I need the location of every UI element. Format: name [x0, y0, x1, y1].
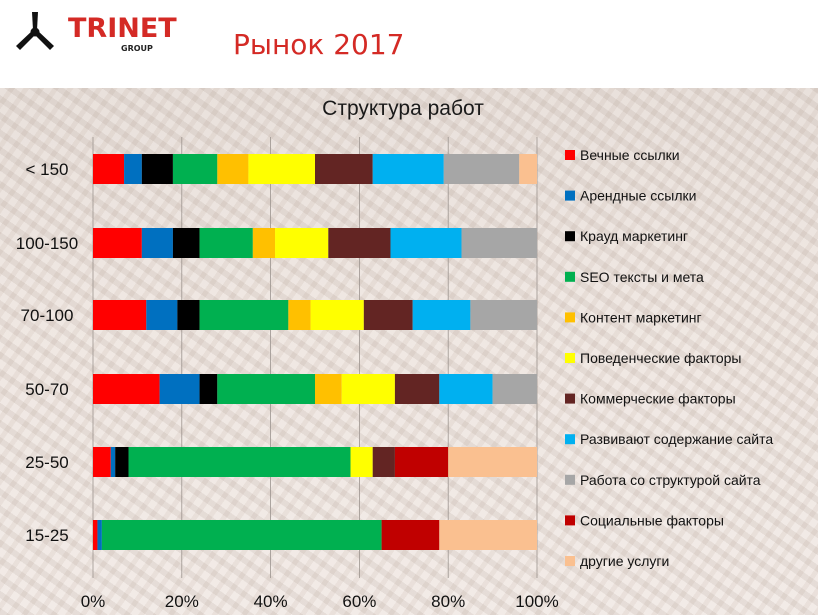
bar-segment-0-8: [443, 154, 520, 184]
legend-swatch-0: [565, 150, 575, 160]
bar-segment-3-3: [217, 374, 315, 404]
bar-segment-4-9: [394, 447, 449, 477]
bar-segment-3-8: [492, 374, 537, 404]
bar-segment-2-3: [199, 300, 289, 330]
bar-segment-1-5: [275, 228, 329, 258]
chart-bars: [93, 154, 537, 550]
legend-swatch-10: [565, 556, 575, 566]
bar-segment-4-0: [93, 447, 111, 477]
bar-segment-2-0: [93, 300, 147, 330]
bar-segment-0-1: [124, 154, 142, 184]
category-label-1: 100-150: [16, 234, 78, 253]
trinet-logo: TRINET GROUP: [12, 8, 177, 58]
slide-header: TRINET GROUP Рынок 2017: [0, 0, 818, 88]
x-tick-label-4: 80%: [431, 592, 465, 611]
x-tick-label-3: 60%: [342, 592, 376, 611]
bar-segment-5-9: [381, 520, 440, 550]
legend-label-0: Вечные ссылки: [580, 147, 680, 163]
logo-subtext: GROUP: [121, 44, 153, 53]
bar-segment-0-7: [372, 154, 444, 184]
x-tick-label-5: 100%: [515, 592, 558, 611]
legend-label-2: Крауд маркетинг: [580, 228, 688, 244]
bar-segment-1-6: [328, 228, 391, 258]
bar-segment-4-6: [372, 447, 395, 477]
bar-segment-1-0: [93, 228, 142, 258]
bar-segment-5-10: [439, 520, 537, 550]
bar-segment-3-5: [341, 374, 395, 404]
bar-segment-5-3: [101, 520, 382, 550]
bar-segment-2-4: [288, 300, 311, 330]
slide-title: Рынок 2017: [233, 28, 405, 61]
bar-segment-0-2: [141, 154, 173, 184]
category-label-4: 25-50: [25, 453, 68, 472]
bar-segment-3-4: [315, 374, 342, 404]
bar-segment-1-8: [461, 228, 537, 258]
logo-text: TRINET: [68, 13, 177, 44]
bar-segment-1-2: [172, 228, 200, 258]
category-label-0: < 150: [25, 160, 68, 179]
legend-label-6: Коммерческие факторы: [580, 391, 736, 407]
bar-segment-1-1: [141, 228, 173, 258]
bar-segment-2-5: [310, 300, 364, 330]
bar-segment-0-6: [315, 154, 373, 184]
legend-label-10: другие услуги: [580, 553, 669, 569]
bar-segment-4-1: [110, 447, 116, 477]
legend-label-8: Работа со структурой сайта: [580, 472, 761, 488]
bar-segment-0-10: [519, 154, 537, 184]
bar-segment-2-8: [470, 300, 537, 330]
legend-label-3: SEO тексты и мета: [580, 269, 704, 285]
bar-segment-3-7: [439, 374, 493, 404]
legend-swatch-1: [565, 190, 575, 201]
bar-segment-1-7: [390, 228, 462, 258]
chart-legend: Вечные ссылки Арендные ссылки Крауд маркет…: [565, 147, 773, 569]
bar-segment-2-1: [146, 300, 178, 330]
bar-segment-5-0: [93, 520, 98, 550]
legend-swatch-6: [565, 393, 575, 404]
legend-swatch-7: [565, 434, 575, 445]
bar-segment-4-10: [448, 447, 537, 477]
bar-segment-2-7: [412, 300, 471, 330]
legend-swatch-3: [565, 271, 575, 282]
category-label-2: 70-100: [21, 306, 74, 325]
bar-segment-4-5: [350, 447, 373, 477]
bar-segment-4-2: [115, 447, 129, 477]
x-tick-label-2: 40%: [254, 592, 288, 611]
bar-segment-1-3: [199, 228, 253, 258]
legend-swatch-4: [565, 312, 575, 323]
bar-segment-5-1: [97, 520, 102, 550]
legend-label-7: Развивают содержание сайта: [580, 431, 773, 447]
bar-segment-0-0: [93, 154, 125, 184]
legend-swatch-2: [565, 231, 575, 242]
category-labels: < 150 100-150 70-100 50-70 25-50 15-25: [16, 160, 78, 545]
x-axis-tick-labels: 0% 20% 40% 60% 80% 100%: [81, 592, 559, 611]
legend-swatch-8: [565, 474, 575, 485]
bar-segment-3-1: [159, 374, 200, 404]
chart-title: Структура работ: [322, 97, 484, 120]
legend-label-9: Социальные факторы: [580, 512, 724, 528]
bar-segment-3-6: [394, 374, 440, 404]
bar-segment-4-3: [128, 447, 351, 477]
x-tick-label-0: 0%: [81, 592, 106, 611]
bar-segment-0-4: [217, 154, 249, 184]
x-tick-label-1: 20%: [165, 592, 199, 611]
legend-label-5: Поведенческие факторы: [580, 350, 741, 366]
bar-segment-0-5: [248, 154, 315, 184]
category-label-5: 15-25: [25, 526, 68, 545]
legend-swatch-9: [565, 515, 575, 526]
bar-segment-1-4: [252, 228, 276, 258]
bar-segment-3-2: [199, 374, 218, 404]
bar-segment-2-6: [363, 300, 413, 330]
bar-segment-3-0: [93, 374, 160, 404]
legend-swatch-5: [565, 353, 575, 363]
category-label-3: 50-70: [25, 380, 68, 399]
propeller-icon: [16, 12, 54, 50]
bar-segment-0-3: [172, 154, 218, 184]
legend-label-4: Контент маркетинг: [580, 309, 702, 325]
legend-label-1: Арендные ссылки: [580, 188, 696, 204]
bar-segment-2-2: [177, 300, 200, 330]
chart-gridlines: [92, 137, 538, 578]
